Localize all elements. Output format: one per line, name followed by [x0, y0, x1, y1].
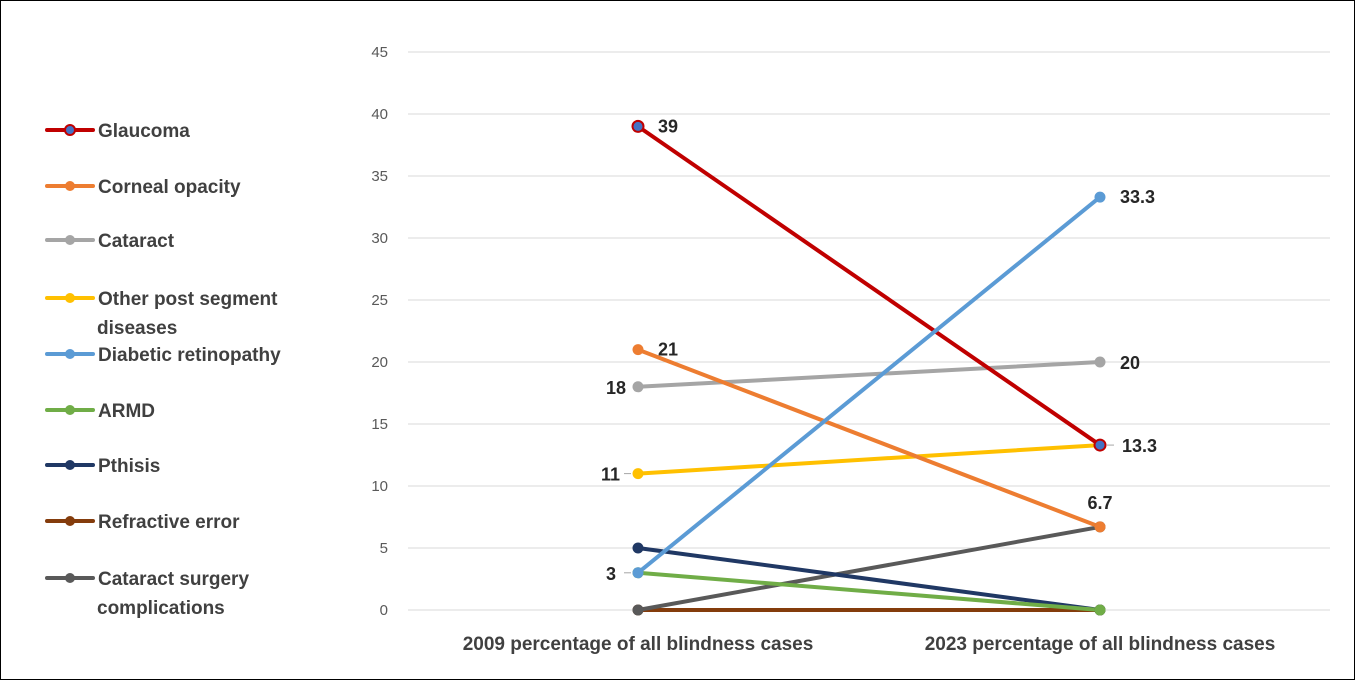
legend-label-glaucoma: Glaucoma [98, 121, 190, 142]
data-label-cataract-1: 18 [606, 378, 626, 398]
marker-corneal-opacity-1 [632, 344, 644, 356]
series-line-cataract [636, 360, 1102, 389]
marker-cataract-surgery-complications-1 [632, 604, 644, 616]
data-label-corneal-opacity-1: 21 [658, 340, 678, 360]
legend-marker-cataract-surgery-complications [65, 573, 75, 583]
legend-label-refractive-error: Refractive error [98, 512, 240, 533]
y-tick-label-25: 25 [371, 292, 388, 309]
legend-label-cataract-surgery-complications: Cataract surgery complications [97, 569, 249, 619]
marker-glaucoma-2 [1093, 438, 1107, 452]
data-label-glaucoma-1: 39 [658, 116, 678, 136]
legend-marker-refractive-error [65, 516, 75, 526]
marker-armd-2 [1094, 604, 1106, 616]
marker-diabetic-retinopathy-2 [1094, 191, 1106, 203]
y-tick-label-15: 15 [371, 416, 388, 433]
series-line-diabetic-retinopathy [636, 195, 1102, 575]
marker-corneal-opacity-2 [1094, 521, 1106, 533]
series-line-glaucoma [636, 124, 1102, 448]
series-line-other-post-segment-diseases [636, 443, 1102, 476]
y-tick-label-0: 0 [380, 602, 388, 619]
y-tick-label-10: 10 [371, 478, 388, 495]
marker-diabetic-retinopathy-1 [632, 567, 644, 579]
y-axis: 0 5 10 15 20 25 30 35 40 45 [371, 44, 388, 619]
series-line-corneal-opacity [636, 347, 1102, 529]
legend-marker-corneal-opacity [65, 181, 75, 191]
data-label-cataract-surgery-complications-2: 6.7 [1087, 493, 1112, 513]
y-tick-label-30: 30 [371, 230, 388, 247]
legend-label-pthisis: Pthisis [98, 456, 160, 477]
legend-marker-other-post-segment-diseases [65, 293, 75, 303]
data-label-other-post-segment-diseases-2: 13.3 [1122, 436, 1157, 456]
x-category-label-2: 2023 percentage of all blindness cases [925, 634, 1276, 655]
series-lines [636, 124, 1102, 612]
legend-label-armd: ARMD [98, 401, 155, 422]
x-category-label-1: 2009 percentage of all blindness cases [463, 634, 814, 655]
marker-cataract-1 [632, 381, 644, 393]
series-line-pthisis [636, 546, 1102, 612]
data-label-other-post-segment-diseases-1: 11 [601, 465, 620, 485]
marker-glaucoma-1 [631, 119, 645, 133]
marker-pthisis-1 [632, 542, 644, 554]
y-tick-label-5: 5 [380, 540, 388, 557]
series-line-cataract-surgery-complications [636, 524, 1102, 612]
series-markers [631, 119, 1107, 616]
legend-label-diabetic-retinopathy: Diabetic retinopathy [98, 345, 281, 366]
legend-marker-diabetic-retinopathy [65, 349, 75, 359]
gridlines [408, 51, 1330, 611]
y-tick-label-35: 35 [371, 168, 388, 185]
marker-other-post-segment-diseases-1 [632, 468, 644, 480]
data-label-diabetic-retinopathy-2: 33.3 [1120, 187, 1155, 207]
y-tick-label-40: 40 [371, 106, 388, 123]
legend-marker-pthisis [65, 460, 75, 470]
x-axis: 2009 percentage of all blindness cases 20… [463, 634, 1276, 655]
series-line-armd [636, 570, 1102, 612]
legend-label-cataract: Cataract [98, 231, 175, 252]
y-tick-label-20: 20 [371, 354, 388, 371]
legend-label-corneal-opacity: Corneal opacity [98, 177, 241, 198]
legend: Glaucoma Corneal opacity Cataract Other pos… [45, 121, 281, 619]
data-labels: 39 21 18 20 11 13.3 3 33.3 6.7 [601, 116, 1157, 583]
legend-marker-armd [65, 405, 75, 415]
y-tick-label-45: 45 [371, 44, 388, 61]
data-label-cataract-2: 20 [1120, 353, 1140, 373]
marker-cataract-2 [1094, 356, 1106, 368]
legend-marker-glaucoma [64, 124, 76, 136]
data-label-diabetic-retinopathy-1: 3 [606, 564, 616, 584]
legend-label-other-post-segment-diseases: Other post segment diseases [97, 289, 278, 339]
legend-marker-cataract [65, 235, 75, 245]
